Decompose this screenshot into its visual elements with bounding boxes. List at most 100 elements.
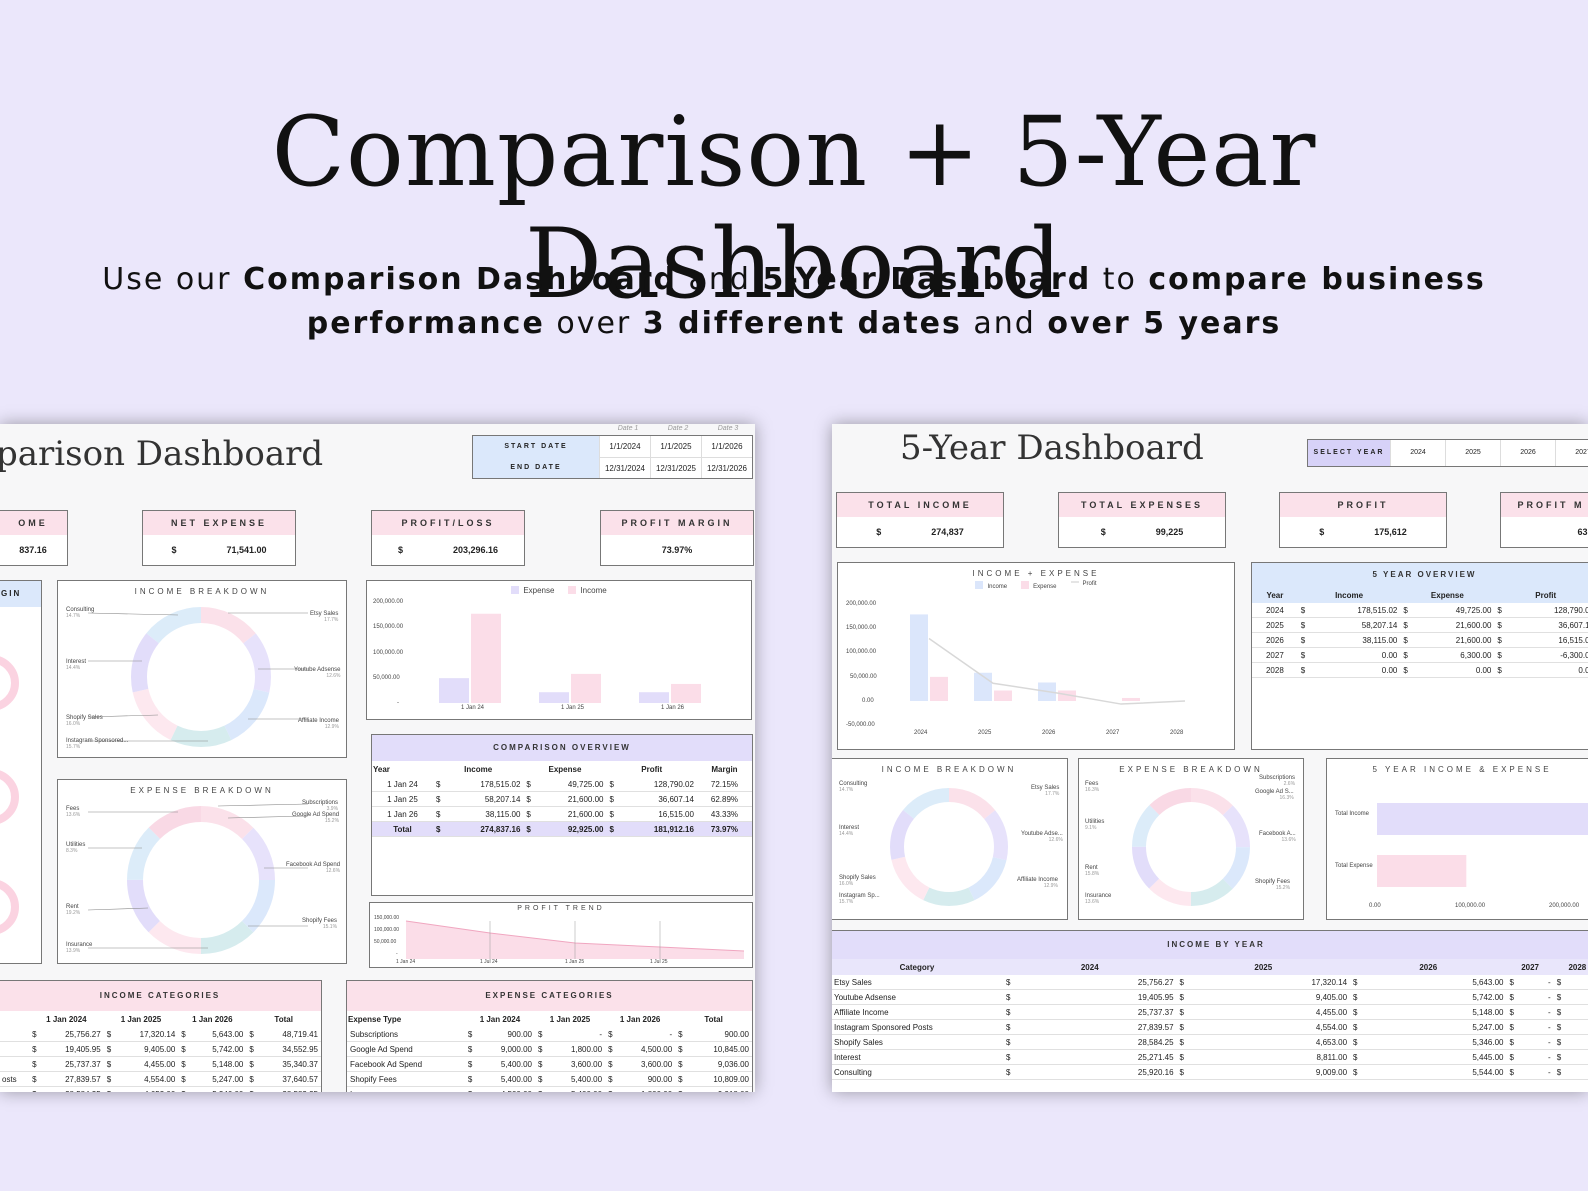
currency-cell: $ [1176,1034,1191,1050]
table-title: 5 YEAR OVERVIEW [1252,563,1588,587]
currency-cell: $ [523,821,538,837]
currency-cell: $ [1494,603,1509,618]
donut-label: Fees 13.6% [66,806,81,818]
currency-cell: $ [534,1086,549,1092]
currency-cell: $ [1003,1004,1017,1020]
y-tick: - [397,700,399,706]
income-breakdown-chart: INCOME BREAKDOWN Consulting 14.7% Interes… [57,580,347,758]
donut-label: Etsy Sales 17.7% [1031,785,1060,797]
currency-cell: $ [1553,1004,1568,1020]
donut-label: Consulting 14.7% [839,781,868,793]
donut-slice [131,607,271,747]
year-option-2024[interactable]: 2024 [1390,440,1445,466]
table-cell: 21,600.00 [1414,632,1495,648]
comparison-overview-table: COMPARISON OVERVIEW Year Income Expense … [371,734,753,896]
currency-cell: $ [1553,989,1568,1005]
currency-cell: $ [1553,1019,1568,1035]
year-option-2026[interactable]: 2026 [1500,440,1555,466]
table-cell: 16,515.00 [620,806,697,822]
margin-cell: 73.97% [696,821,752,837]
x-tick: 1 Jul 24 [480,959,498,965]
table-cell: 274,837.16 [446,821,524,837]
currency-cell: $ [675,1027,690,1042]
end-date-1[interactable]: 12/31/2024 [599,457,650,478]
start-date-3[interactable]: 1/1/2026 [701,436,752,457]
row-label: Total [372,821,433,837]
table-cell: 28,584.25 [1017,1034,1177,1050]
table-cell: 0.00 [1311,662,1401,678]
table-row: Insurance$4,500.00$5,400.00$1,800.00$9,9… [347,1086,752,1092]
donut-label: Shopify Sales 16.0% [839,875,876,887]
row-label: 2028 [1252,662,1298,678]
y-tick: 50,000.00 [850,674,877,680]
bar-income [571,673,601,703]
table-row: 1 Jan 24 $178,515.02 $49,725.00 $128,790.02… [372,777,752,792]
row-label: Interest [832,1049,1003,1065]
table-cell: 5,400.00 [478,1071,535,1087]
category-label: Total Expense [1335,863,1373,869]
currency-cell: $ [1176,1019,1191,1035]
x-tick: 2028 [1170,730,1184,736]
currency-cell: $ [178,1041,193,1057]
table-cell: 4,455.00 [1190,1004,1351,1020]
currency-cell: $ [246,1086,261,1092]
currency-cell: $ [29,1071,44,1087]
currency-cell: $ [1003,989,1017,1005]
table-cell: - [1567,975,1588,990]
y-tick: 0.00 [862,698,874,704]
currency-cell: $ [606,806,621,822]
margin-gauge-box: GIN [0,580,42,964]
row-label: osts [0,1071,30,1087]
legend-expense: Expense [511,586,554,595]
end-date-2[interactable]: 12/31/2025 [650,457,701,478]
card-title: NET EXPENSE [143,511,295,535]
table-cell: 3,600.00 [548,1056,606,1072]
table-cell: 900.00 [478,1027,535,1042]
donut-label: Fees 16.3% [1085,781,1100,793]
end-date-3[interactable]: 12/31/2026 [701,457,752,478]
currency-cell: $ [246,1041,261,1057]
table-row: $28,584.25$4,653.00$5,346.00$38,583.25 [0,1086,321,1092]
currency-cell: $ [464,1071,479,1087]
year-option-2027[interactable]: 2027 [1555,440,1588,466]
income-expense-combo-chart: INCOME + EXPENSE Income Expense Profit 2… [837,562,1235,750]
table-cell: 19,405.95 [1017,989,1177,1005]
row-label: 2024 [1252,603,1298,618]
total-row: Total $274,837.16 $92,925.00 $181,912.16 73.… [372,821,752,837]
currency-cell: $ [1297,617,1312,633]
start-date-2[interactable]: 1/1/2025 [650,436,701,457]
y-tick: 50,000.00 [374,939,397,945]
table-cell: 5,148.00 [192,1056,247,1072]
donut-label: Insurance 13.9% [66,942,93,954]
table-cell: 49,725.00 [1414,603,1495,618]
table-cell: 17,320.14 [1190,975,1351,990]
card-currency: $ [397,545,403,555]
table-cell: - [1520,1064,1554,1080]
currency-cell: $ [178,1027,193,1042]
row-label [0,1041,30,1057]
currency-cell: $ [1553,1064,1568,1080]
start-date-1[interactable]: 1/1/2024 [599,436,650,457]
row-label: Insurance [347,1086,465,1092]
donut-label: Shopify Fees 15.1% [302,918,338,930]
card-currency: $ [1319,527,1325,537]
currency-cell: $ [1297,603,1312,618]
card-value: 837.16 [19,545,47,555]
y-tick: 150,000.00 [373,624,404,630]
currency-cell: $ [675,1086,690,1092]
x-tick: 1 Jan 24 [396,959,416,965]
chart-title: INCOME BREAKDOWN [134,587,270,596]
currency-cell: $ [1350,1004,1365,1020]
card-value: 73.97% [661,545,693,555]
currency-cell: $ [1003,975,1017,990]
table-cell: 34,552.95 [260,1041,321,1057]
currency-cell: $ [178,1071,193,1087]
currency-cell: $ [246,1071,261,1087]
table-cell: - [1520,1034,1554,1050]
year-option-2025[interactable]: 2025 [1445,440,1500,466]
currency-cell: $ [1176,989,1191,1005]
table-cell: - [1567,1064,1588,1080]
donut-slice [127,806,275,954]
margin-box-title: GIN [0,581,41,607]
donut-slice [127,806,275,954]
